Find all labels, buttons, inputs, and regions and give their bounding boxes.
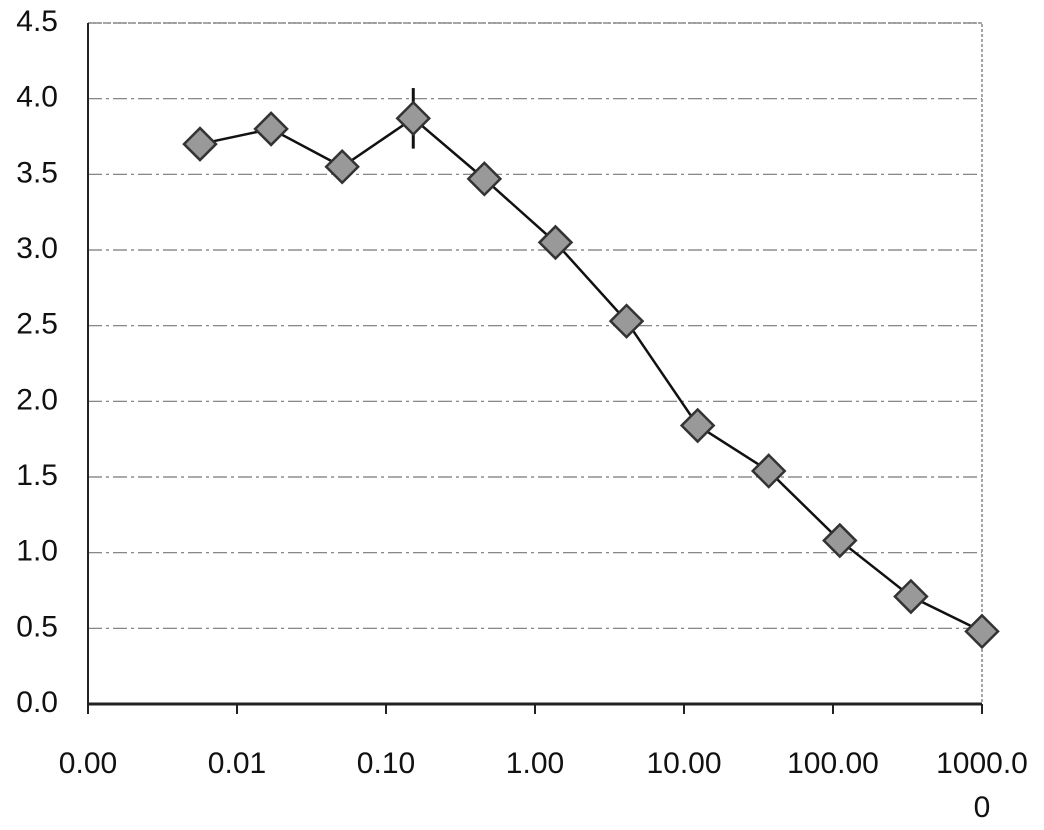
- y-tick-label: 2.0: [16, 383, 58, 416]
- marker: [255, 113, 287, 145]
- y-tick-label: 3.5: [16, 156, 58, 189]
- y-tick-label: 3.0: [16, 232, 58, 265]
- y-tick-label: 0.5: [16, 610, 58, 643]
- marker: [682, 410, 714, 442]
- x-tick-label: 0.10: [331, 742, 441, 786]
- page: 0.00.51.01.52.02.53.03.54.04.5 0.000.010…: [0, 0, 1044, 824]
- series-line: [200, 118, 982, 631]
- y-tick-label: 2.5: [16, 308, 58, 341]
- y-tick-label: 4.5: [16, 5, 58, 38]
- x-tick-label: 0.01: [182, 742, 292, 786]
- marker: [895, 581, 927, 613]
- marker: [397, 102, 429, 134]
- x-tick-label: 1000.00: [932, 742, 1032, 830]
- x-tick-label: 1.00: [480, 742, 590, 786]
- x-tick-label: 100.00: [778, 742, 888, 786]
- y-tick-label: 1.5: [16, 459, 58, 492]
- y-tick-label: 0.0: [16, 686, 58, 719]
- plot-frame: [88, 23, 982, 704]
- marker: [966, 615, 998, 647]
- marker: [326, 151, 358, 183]
- x-tick-label: 0.00: [33, 742, 143, 786]
- y-tick-label: 4.0: [16, 81, 58, 114]
- y-tick-label: 1.0: [16, 535, 58, 568]
- marker: [184, 128, 216, 160]
- x-tick-label: 10.00: [629, 742, 739, 786]
- chart: 0.0 0.5 1.0 1.5 2.0 2.5 3.0 3.5 4.0 4.5: [0, 0, 1044, 824]
